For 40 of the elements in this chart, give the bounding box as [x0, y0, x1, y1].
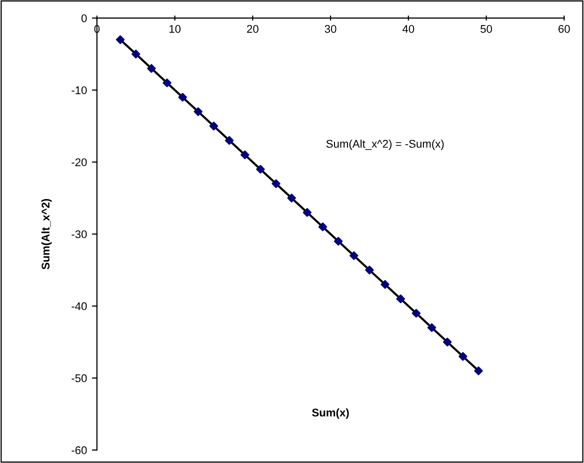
annotation: Sum(Alt_x^2) = -Sum(x): [326, 140, 444, 150]
x-tick-label: 50: [480, 25, 492, 33]
point: [302, 208, 312, 217]
point: [458, 352, 468, 361]
x-tick-label: 60: [558, 25, 570, 33]
point: [116, 35, 125, 44]
point: [412, 308, 421, 318]
point: [396, 294, 405, 304]
point: [224, 136, 234, 145]
point: [256, 164, 265, 174]
y-tick-label: -40: [72, 302, 87, 310]
point: [194, 107, 203, 116]
point: [318, 222, 328, 232]
point: [162, 78, 172, 88]
x-tick-label: 40: [402, 25, 414, 33]
x-axis-title: Sum(x): [312, 408, 349, 419]
y-tick-label: -60: [72, 446, 87, 454]
point: [178, 92, 187, 102]
point: [132, 50, 140, 58]
point: [350, 251, 358, 260]
x-tick-label: 30: [324, 25, 336, 33]
y-tick-label: 0: [81, 14, 87, 22]
point: [427, 323, 436, 332]
point: [442, 338, 452, 346]
point: [287, 194, 296, 202]
y-tick-label: -10: [72, 86, 87, 94]
point: [272, 179, 280, 188]
y-tick-label: -50: [72, 374, 87, 382]
point: [209, 122, 218, 130]
point: [474, 366, 483, 376]
point: [365, 266, 374, 274]
y-axis-title: Sum(Alt_x^2): [41, 198, 52, 270]
point: [147, 64, 156, 73]
x-tick-label: 20: [247, 25, 258, 33]
point: [380, 280, 390, 289]
y-tick-label: -30: [72, 230, 87, 238]
point: [240, 150, 250, 160]
y-tick-label: -20: [72, 158, 87, 166]
x-tick-label: 10: [169, 25, 181, 33]
point: [334, 236, 343, 246]
